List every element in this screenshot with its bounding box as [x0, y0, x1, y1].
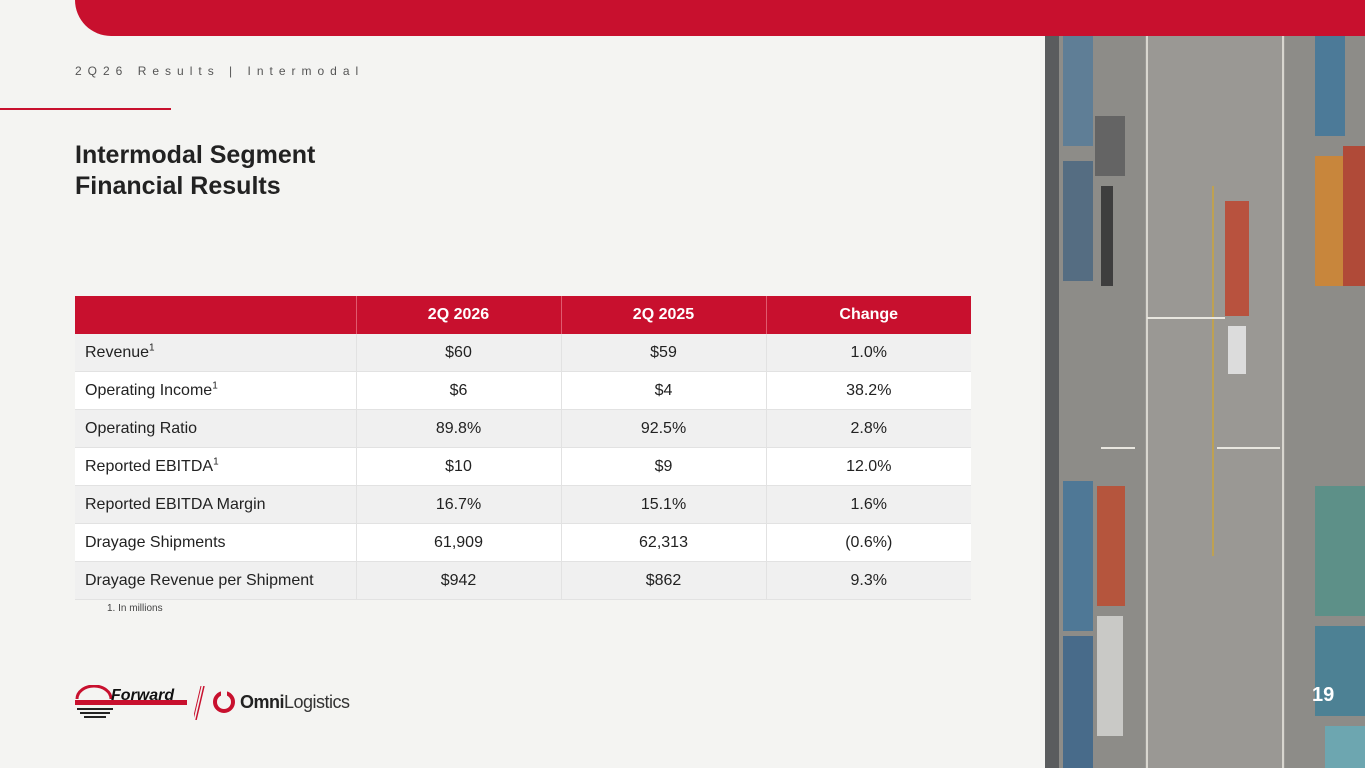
- omni-logo-text: Omni: [240, 691, 285, 712]
- value-2q-2026: $10: [356, 447, 562, 486]
- row-label: Reported EBITDA Margin: [75, 485, 357, 524]
- row-label-text: Reported EBITDA Margin: [85, 495, 266, 513]
- page-title: Intermodal Segment Financial Results: [75, 140, 475, 202]
- value-change: 2.8%: [766, 409, 971, 448]
- logistics-logo-text: Logistics: [284, 691, 350, 712]
- top-banner: [75, 0, 1365, 36]
- value-2q-2026: 61,909: [356, 523, 562, 562]
- value-2q-2025: $9: [561, 447, 767, 486]
- value-change: 9.3%: [766, 561, 971, 600]
- row-label: Operating Ratio: [75, 409, 357, 448]
- table-header-row: 2Q 2026 2Q 2025 Change: [75, 296, 971, 334]
- value-2q-2025: $862: [561, 561, 767, 600]
- table-row: Operating Income1 $6 $4 38.2%: [75, 371, 971, 410]
- table-row: Drayage Shipments 61,909 62,313 (0.6%): [75, 523, 971, 562]
- logo-separator: [194, 686, 205, 720]
- table-row: Revenue1 $60 $59 1.0%: [75, 334, 971, 372]
- row-label: Drayage Shipments: [75, 523, 357, 562]
- footnote-marker: 1: [149, 342, 155, 354]
- value-2q-2025: 92.5%: [561, 409, 767, 448]
- table-row: Reported EBITDA Margin 16.7% 15.1% 1.6%: [75, 485, 971, 524]
- forward-logo: Forward: [75, 685, 187, 718]
- intermodal-yard-photo: [1045, 36, 1365, 768]
- value-change: 38.2%: [766, 371, 971, 410]
- row-label-text: Drayage Shipments: [85, 533, 226, 551]
- row-label: Revenue1: [75, 334, 357, 372]
- results-table-container: 2Q 2026 2Q 2025 Change Revenue1 $60 $59 1.0…: [75, 296, 971, 600]
- value-2q-2025: 15.1%: [561, 485, 767, 524]
- row-label-text: Operating Income: [85, 381, 213, 399]
- row-label: Drayage Revenue per Shipment: [75, 561, 357, 600]
- row-label-text: Drayage Revenue per Shipment: [85, 571, 314, 589]
- row-label-text: Reported EBITDA: [85, 457, 214, 475]
- row-label: Reported EBITDA1: [75, 447, 357, 486]
- breadcrumb: 2Q26 Results | Intermodal: [75, 64, 365, 78]
- value-2q-2026: 89.8%: [356, 409, 562, 448]
- column-header-2q-2026: 2Q 2026: [356, 296, 562, 334]
- row-label-text: Revenue: [85, 343, 150, 361]
- column-header-change: Change: [766, 296, 971, 334]
- value-change: 1.6%: [766, 485, 971, 524]
- column-header-2q-2025: 2Q 2025: [561, 296, 767, 334]
- value-2q-2026: $6: [356, 371, 562, 410]
- value-2q-2025: $59: [561, 334, 767, 372]
- footnote-marker: 1: [213, 456, 219, 468]
- table-row: Drayage Revenue per Shipment $942 $862 9.3%: [75, 561, 971, 600]
- column-header-metric: [75, 296, 357, 334]
- value-2q-2026: $942: [356, 561, 562, 600]
- value-2q-2025: 62,313: [561, 523, 767, 562]
- footnote: 1. In millions: [107, 603, 163, 614]
- value-change: 1.0%: [766, 334, 971, 372]
- omni-mark-icon: [213, 690, 235, 713]
- value-2q-2026: 16.7%: [356, 485, 562, 524]
- page-number: 19: [1312, 684, 1335, 706]
- forward-logo-text: Forward: [111, 687, 175, 704]
- page-title-line-2: Financial Results: [75, 172, 281, 200]
- row-label: Operating Income1: [75, 371, 357, 410]
- value-2q-2025: $4: [561, 371, 767, 410]
- row-label-text: Operating Ratio: [85, 419, 198, 437]
- table-row: Operating Ratio 89.8% 92.5% 2.8%: [75, 409, 971, 448]
- value-2q-2026: $60: [356, 334, 562, 372]
- value-change: (0.6%): [766, 523, 971, 562]
- page-title-line-1: Intermodal Segment: [75, 141, 316, 169]
- aerial-yard-illustration: [1045, 36, 1365, 768]
- value-change: 12.0%: [766, 447, 971, 486]
- results-table: 2Q 2026 2Q 2025 Change Revenue1 $60 $59 1.0…: [75, 296, 971, 600]
- footnote-marker: 1: [212, 380, 218, 392]
- accent-divider: [0, 108, 171, 110]
- table-row: Reported EBITDA1 $10 $9 12.0%: [75, 447, 971, 486]
- omni-logistics-logo: Omni Logistics: [212, 688, 357, 716]
